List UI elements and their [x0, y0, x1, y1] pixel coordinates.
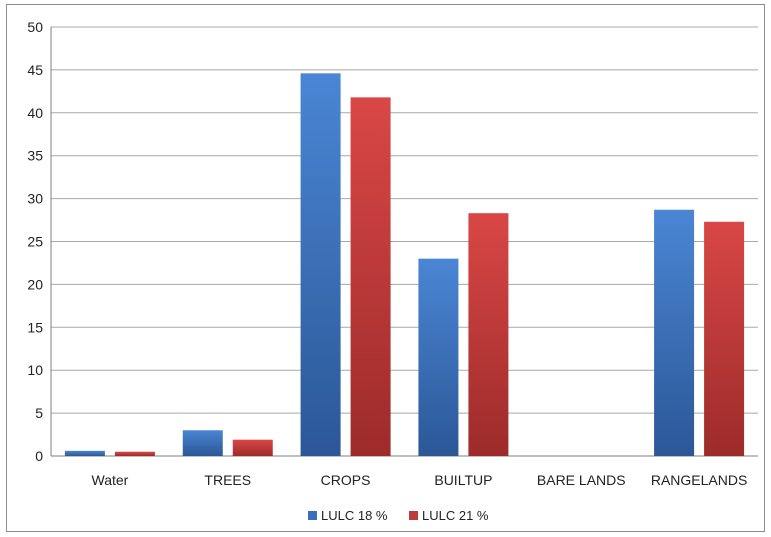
bar-lulc-18-rangelands — [654, 209, 695, 456]
y-tick-label: 5 — [35, 405, 43, 421]
bar-lulc-21-rangelands — [704, 221, 745, 456]
bars — [64, 73, 745, 456]
x-tick-label: BUILTUP — [434, 472, 492, 488]
y-tick-label: 25 — [27, 234, 43, 250]
bar-lulc-18-builtup — [418, 258, 459, 456]
bar-chart: 0 5 10 15 20 25 30 35 40 45 50 Water TREES CROPS BUIL… — [27, 19, 758, 523]
x-tick-label: CROPS — [321, 472, 371, 488]
gridlines — [50, 26, 758, 457]
bar-lulc-18-water — [64, 450, 105, 456]
legend-swatch-lulc-21 — [409, 511, 418, 520]
y-tick-label: 10 — [27, 362, 43, 378]
y-tick-label: 20 — [27, 276, 43, 292]
x-axis-tick-labels: Water TREES CROPS BUILTUP BARE LANDS RANGELAN… — [92, 472, 748, 488]
bar-lulc-21-builtup — [468, 213, 509, 456]
legend: LULC 18 % LULC 21 % — [308, 508, 489, 523]
y-tick-label: 30 — [27, 191, 43, 207]
bar-lulc-21-water — [114, 451, 155, 456]
y-tick-label: 35 — [27, 148, 43, 164]
y-tick-label: 0 — [35, 448, 43, 464]
bar-lulc-18-crops — [300, 73, 341, 456]
x-tick-label: TREES — [204, 472, 251, 488]
y-tick-label: 45 — [27, 62, 43, 78]
legend-label: LULC 18 % — [321, 508, 388, 523]
bar-lulc-21-trees — [232, 439, 273, 456]
y-tick-label: 50 — [27, 19, 43, 35]
x-tick-label: RANGELANDS — [651, 472, 747, 488]
bar-lulc-21-crops — [350, 97, 391, 456]
y-axis-tick-labels: 0 5 10 15 20 25 30 35 40 45 50 — [27, 19, 43, 464]
y-tick-label: 40 — [27, 105, 43, 121]
x-tick-label: BARE LANDS — [537, 472, 626, 488]
bar-lulc-18-trees — [182, 430, 223, 456]
legend-swatch-lulc-18 — [308, 511, 317, 520]
legend-label: LULC 21 % — [422, 508, 489, 523]
x-tick-label: Water — [92, 472, 129, 488]
y-tick-label: 15 — [27, 319, 43, 335]
chart-frame: 0 5 10 15 20 25 30 35 40 45 50 Water TREES CROPS BUIL… — [6, 4, 765, 532]
